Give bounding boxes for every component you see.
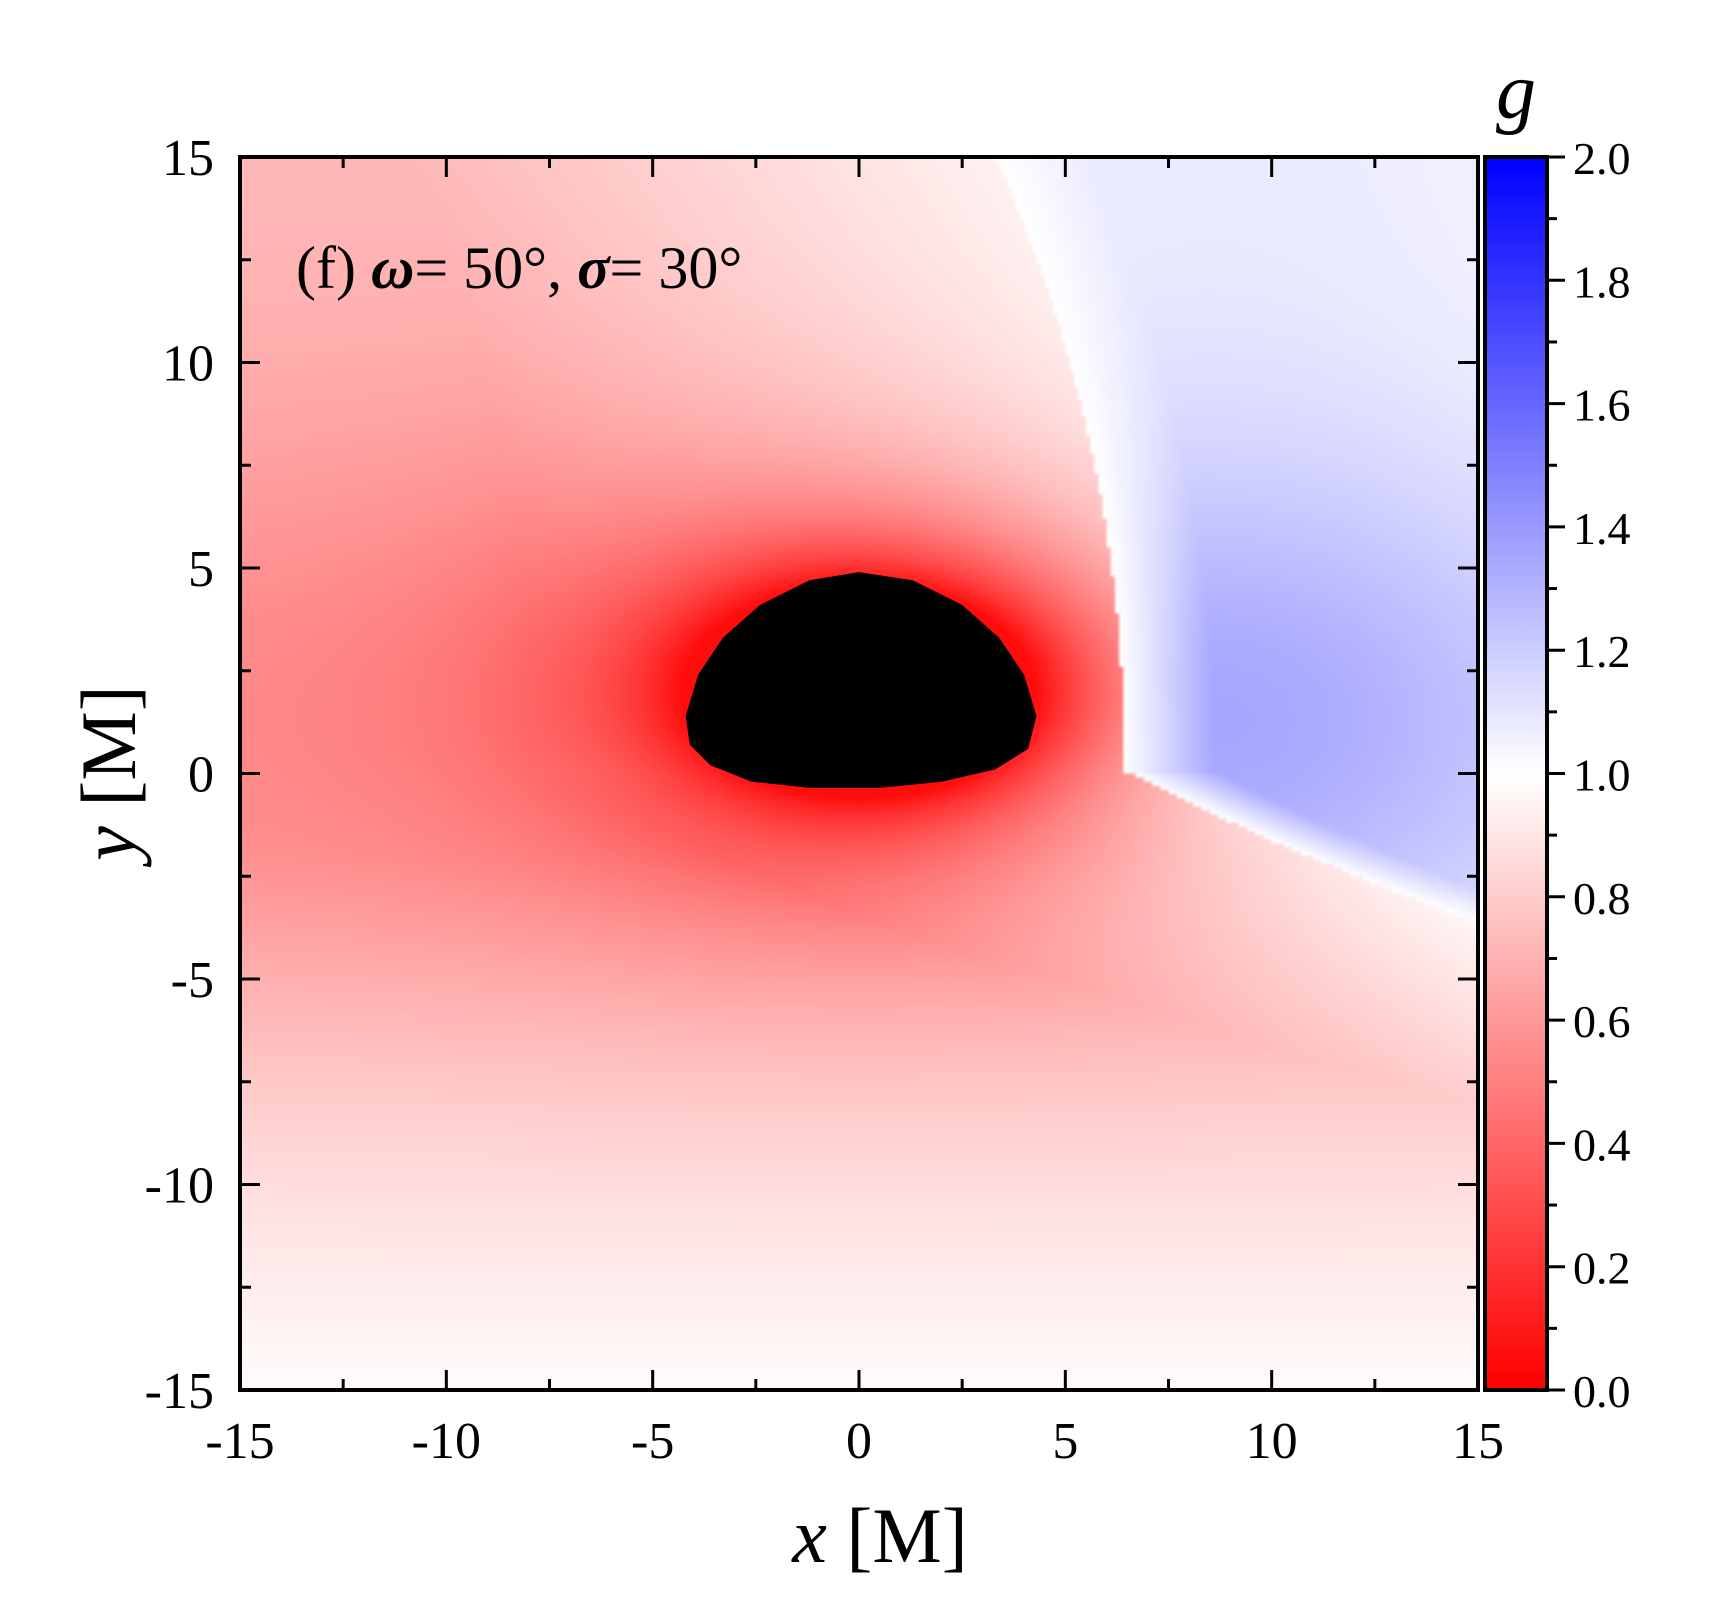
panel-annotation: (f) ω= 50°, σ= 30°: [296, 235, 742, 301]
colorbar-tick-label: 1.2: [1573, 626, 1631, 677]
y-axis-unit: [M]: [65, 685, 152, 806]
colorbar-ticks: 0.0 0.2 0.4 0.6 0.8 1.0 1.2 1.4 1.6 1.8 2.0: [1547, 133, 1631, 1417]
y-tick-label: -5: [171, 952, 214, 1009]
x-tick-label: 0: [846, 1413, 872, 1470]
x-axis: -15 -10 -5 0 5 10 15: [205, 157, 1504, 1470]
colorbar-tick-label: 0.6: [1573, 996, 1631, 1047]
x-tick-label: -10: [412, 1413, 481, 1470]
panel-label: (f): [296, 235, 356, 301]
x-axis-unit: [M]: [846, 1492, 967, 1579]
colorbar-tick-label: 0.0: [1573, 1366, 1631, 1417]
redshift-field: [240, 157, 1478, 1390]
colorbar-tick-label: 0.2: [1573, 1243, 1631, 1294]
x-tick-label: 10: [1246, 1413, 1298, 1470]
colorbar-tick-label: 1.4: [1573, 503, 1631, 554]
y-tick-label: 5: [188, 541, 214, 598]
sigma-symbol: σ: [577, 235, 611, 301]
colorbar-tick-label: 1.6: [1573, 380, 1631, 431]
x-tick-label: 15: [1452, 1413, 1504, 1470]
colorbar-tick-label: 0.8: [1573, 873, 1631, 924]
y-axis-var: y: [65, 826, 152, 868]
omega-symbol: ω: [371, 235, 414, 301]
colorbar-tick-label: 2.0: [1573, 133, 1631, 184]
colorbar: 0.0 0.2 0.4 0.6 0.8 1.0 1.2 1.4 1.6 1.8 2.0 g: [1483, 48, 1631, 1417]
y-tick-label: 0: [188, 747, 214, 804]
black-hole-shadow: [685, 572, 1037, 788]
y-axis-label: y [M]: [65, 685, 152, 867]
x-tick-label: -15: [205, 1413, 274, 1470]
omega-value: = 50°,: [414, 235, 562, 301]
y-axis: -15 -10 -5 0 5 10 15: [145, 130, 1478, 1420]
colorbar-label: g: [1496, 48, 1536, 136]
x-tick-label: -5: [631, 1413, 674, 1470]
x-axis-var: x: [791, 1492, 827, 1579]
colorbar-gradient: [1485, 157, 1547, 1390]
x-tick-label: 5: [1052, 1413, 1078, 1470]
colorbar-tick-label: 0.4: [1573, 1119, 1631, 1170]
sigma-value: = 30°: [610, 235, 743, 301]
y-tick-label: 15: [162, 130, 214, 187]
colorbar-tick-label: 1.8: [1573, 256, 1631, 307]
y-tick-label: 10: [162, 336, 214, 393]
x-axis-label: x [M]: [791, 1492, 967, 1579]
y-tick-label: -15: [145, 1363, 214, 1420]
y-tick-label: -10: [145, 1158, 214, 1215]
colorbar-tick-label: 1.0: [1573, 750, 1631, 801]
